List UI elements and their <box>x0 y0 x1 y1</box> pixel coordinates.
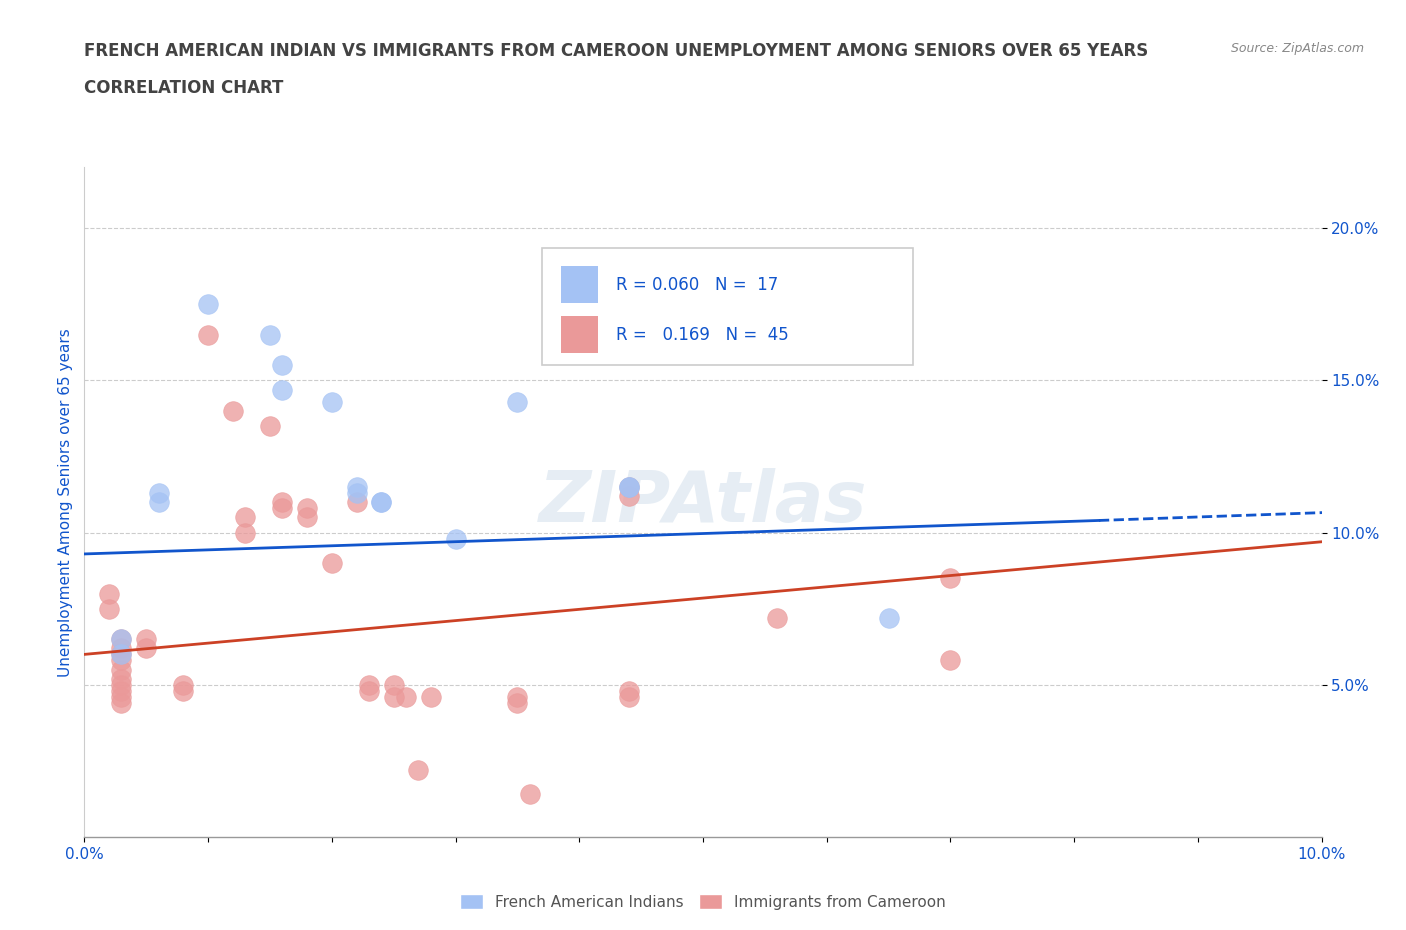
Point <box>271 495 294 510</box>
Point <box>259 418 281 433</box>
Point <box>135 631 157 646</box>
Point <box>295 501 318 516</box>
Point <box>233 510 256 525</box>
Point <box>110 647 132 662</box>
Point <box>98 586 121 601</box>
Point <box>357 677 380 692</box>
Point <box>444 531 467 546</box>
Y-axis label: Unemployment Among Seniors over 65 years: Unemployment Among Seniors over 65 years <box>58 328 73 677</box>
Point <box>222 404 245 418</box>
FancyBboxPatch shape <box>561 316 598 353</box>
Point <box>617 684 640 698</box>
Point <box>346 485 368 500</box>
Point <box>271 382 294 397</box>
Point <box>419 689 441 704</box>
Text: Source: ZipAtlas.com: Source: ZipAtlas.com <box>1230 42 1364 55</box>
Point <box>370 495 392 510</box>
Point <box>321 555 343 570</box>
Point <box>295 510 318 525</box>
Point <box>172 677 194 692</box>
Point <box>259 327 281 342</box>
Point <box>110 653 132 668</box>
Point <box>939 571 962 586</box>
Point <box>519 787 541 802</box>
Point <box>271 501 294 516</box>
Point <box>766 610 789 625</box>
Point <box>197 327 219 342</box>
Point <box>346 480 368 495</box>
Text: CORRELATION CHART: CORRELATION CHART <box>84 79 284 97</box>
FancyBboxPatch shape <box>561 266 598 303</box>
Point <box>382 689 405 704</box>
Point <box>148 495 170 510</box>
Point <box>233 525 256 540</box>
Point <box>617 488 640 503</box>
Point <box>382 677 405 692</box>
Point <box>506 689 529 704</box>
Legend: French American Indians, Immigrants from Cameroon: French American Indians, Immigrants from… <box>460 894 946 910</box>
Point <box>98 602 121 617</box>
Point <box>110 631 132 646</box>
Point <box>939 653 962 668</box>
Point <box>321 394 343 409</box>
Point <box>506 394 529 409</box>
Point <box>110 684 132 698</box>
Point <box>357 684 380 698</box>
Point <box>408 763 430 777</box>
Point <box>197 297 219 312</box>
Point <box>395 689 418 704</box>
Text: R =   0.169   N =  45: R = 0.169 N = 45 <box>616 326 789 344</box>
Point <box>110 696 132 711</box>
Point <box>271 358 294 373</box>
FancyBboxPatch shape <box>543 247 914 365</box>
Point <box>172 684 194 698</box>
Point <box>110 647 132 662</box>
Point <box>370 495 392 510</box>
Text: FRENCH AMERICAN INDIAN VS IMMIGRANTS FROM CAMEROON UNEMPLOYMENT AMONG SENIORS OV: FRENCH AMERICAN INDIAN VS IMMIGRANTS FRO… <box>84 42 1149 60</box>
Point <box>617 480 640 495</box>
Point <box>617 689 640 704</box>
Point <box>617 480 640 495</box>
Point <box>148 485 170 500</box>
Point <box>110 641 132 656</box>
Point <box>110 671 132 686</box>
Point <box>877 610 900 625</box>
Point <box>110 631 132 646</box>
Point <box>506 696 529 711</box>
Text: R = 0.060   N =  17: R = 0.060 N = 17 <box>616 275 779 294</box>
Point <box>346 495 368 510</box>
Text: ZIPAtlas: ZIPAtlas <box>538 468 868 537</box>
Point <box>110 677 132 692</box>
Point <box>135 641 157 656</box>
Point <box>110 662 132 677</box>
Point <box>617 480 640 495</box>
Point <box>110 689 132 704</box>
